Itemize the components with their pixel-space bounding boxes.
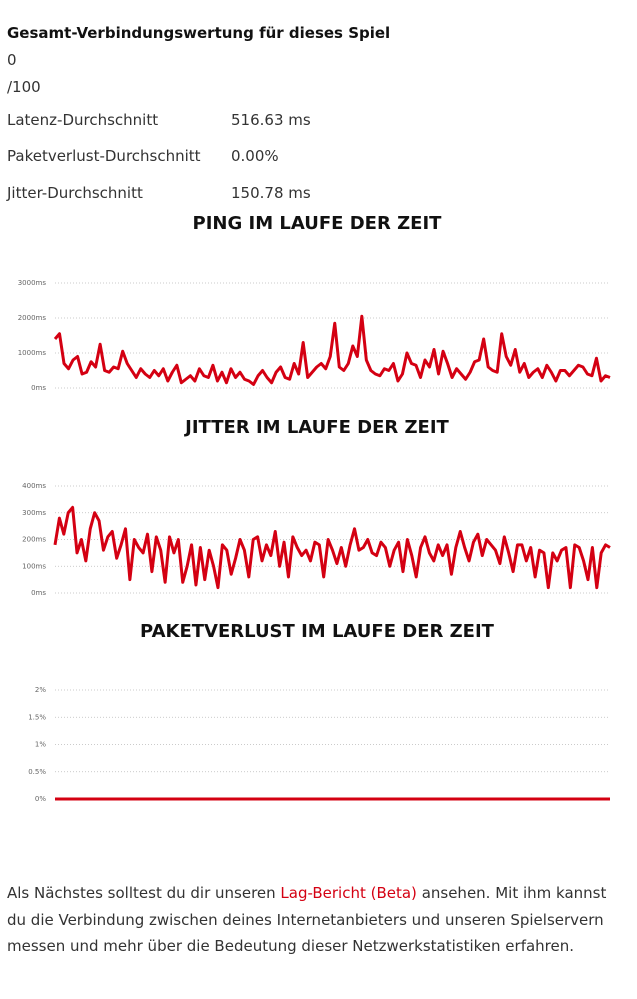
footer-text: ansehen. Mit ihm kannst du die Verbindun…	[7, 884, 607, 955]
y-tick-label: 100ms	[22, 562, 46, 570]
y-tick-label: 1000ms	[18, 349, 47, 357]
row-value: 516.63 ms	[231, 111, 311, 129]
footer: Als Nächstes solltest du dir unseren Lag…	[7, 880, 629, 960]
data-line	[53, 505, 611, 590]
y-tick-label: 200ms	[22, 536, 46, 544]
footer-text: Als Nächstes solltest du dir unseren	[7, 884, 281, 902]
chart-title: PING IM LAUFE DER ZEIT	[193, 213, 443, 234]
y-tick-label: 400ms	[22, 482, 46, 490]
y-tick-label: 1.5%	[28, 713, 46, 721]
y-tick-label: 2000ms	[18, 314, 47, 322]
row-value: 0.00%	[231, 147, 279, 165]
score-title: Gesamt-Verbindungswertung für dieses Spi…	[7, 24, 391, 42]
row-label: Jitter-Durchschnitt	[7, 184, 143, 202]
footer-link[interactable]: Lag-Bericht (Beta)	[280, 884, 417, 902]
charts: PING IM LAUFE DER ZEIT 0ms 1000ms 2000ms 300…	[18, 213, 611, 803]
row-label: Paketverlust-Durchschnitt	[7, 147, 201, 165]
chart-title: PAKETVERLUST IM LAUFE DER ZEIT	[140, 621, 495, 642]
y-tick-label: 1%	[35, 741, 46, 749]
score: 0	[7, 51, 17, 69]
row-value: 150.78 ms	[231, 184, 311, 202]
y-tick-label: 0ms	[31, 384, 46, 392]
chart-title: JITTER IM LAUFE DER ZEIT	[183, 417, 449, 438]
row-label: Latenz-Durchschnitt	[7, 111, 159, 129]
y-tick-label: 0.5%	[28, 768, 46, 776]
data-line	[53, 314, 611, 386]
y-tick-label: 0ms	[31, 589, 46, 597]
y-tick-label: 300ms	[22, 509, 46, 517]
score-max: /100	[7, 78, 41, 96]
y-tick-label: 0%	[35, 795, 46, 803]
y-tick-label: 2%	[35, 686, 46, 694]
y-tick-label: 3000ms	[18, 279, 47, 287]
